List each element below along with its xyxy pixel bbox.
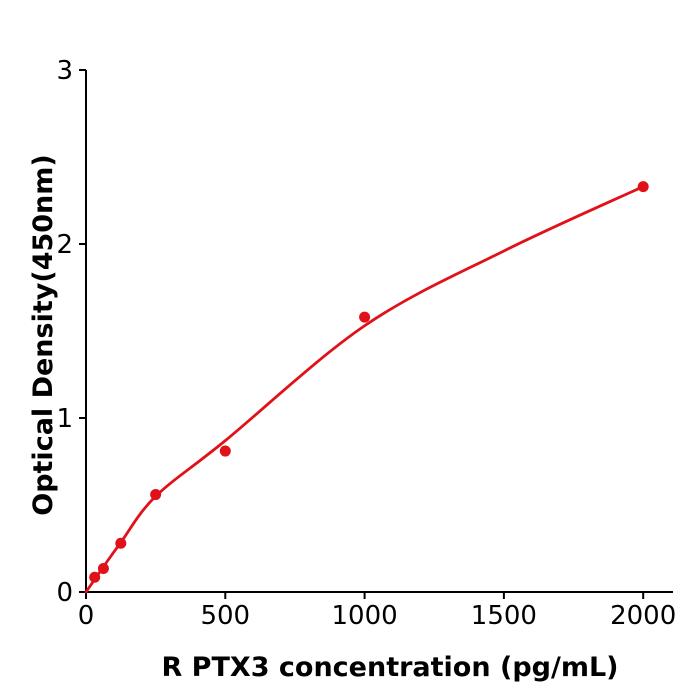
data-point <box>115 537 127 549</box>
x-tick-label: 2000 <box>610 601 676 631</box>
data-point <box>89 571 101 583</box>
x-tick-label: 1500 <box>471 601 537 631</box>
y-axis-label: Optical Density(450nm) <box>28 154 59 516</box>
x-tick-label: 500 <box>200 601 250 631</box>
y-tick-label: 2 <box>56 230 73 260</box>
x-tick-label: 1000 <box>332 601 398 631</box>
data-points-layer <box>89 181 649 583</box>
x-axis-ticks: 0 500 1000 1500 2000 <box>78 592 676 631</box>
fit-curve <box>84 185 645 594</box>
y-tick-label: 0 <box>56 578 73 608</box>
x-tick-label: 0 <box>78 601 95 631</box>
y-tick-label: 3 <box>56 56 73 86</box>
fit-curve-layer <box>84 185 645 594</box>
data-point <box>219 445 231 457</box>
y-axis-ticks: 0 1 2 3 <box>56 56 86 608</box>
y-tick-label: 1 <box>56 404 73 434</box>
data-point <box>150 489 162 501</box>
axes-spines <box>85 70 673 593</box>
x-axis-label: R PTX3 concentration (pg/mL) <box>161 652 618 683</box>
data-point <box>97 563 109 575</box>
data-point <box>637 181 649 193</box>
data-point <box>359 311 371 323</box>
